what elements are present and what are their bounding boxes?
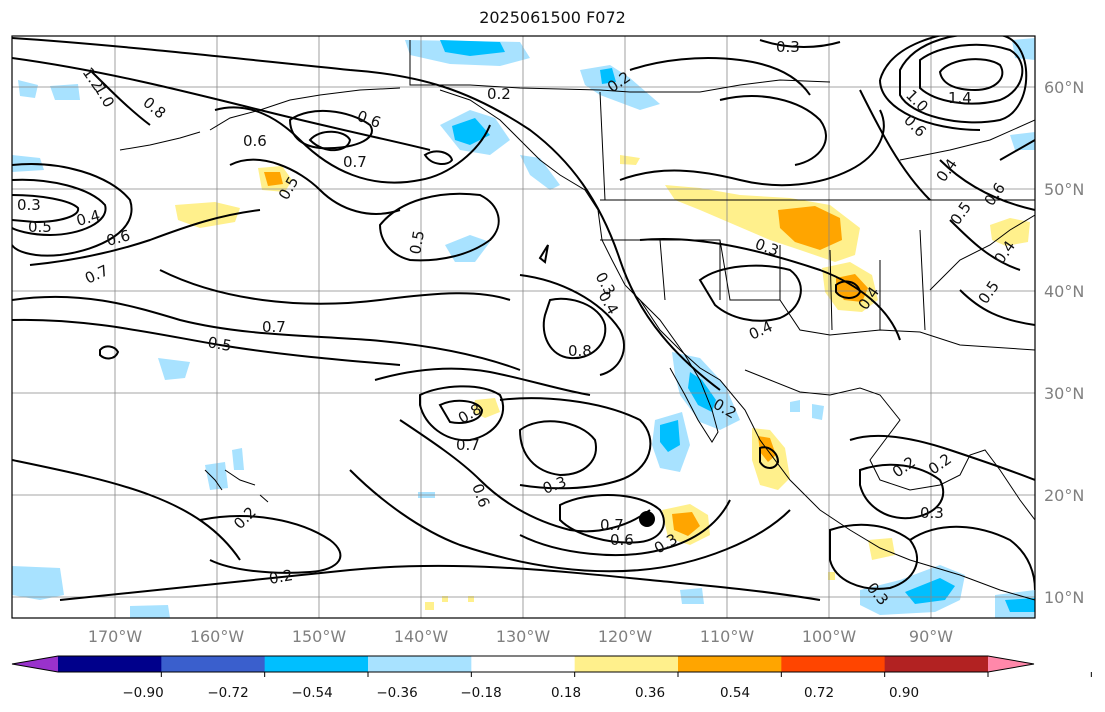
colorbar-tick-label: −0.90 <box>122 685 163 701</box>
x-tick-label: 100°W <box>802 627 857 646</box>
x-tick-label: 160°W <box>190 627 245 646</box>
contour-label: 0.6 <box>104 226 132 250</box>
anomaly-shading <box>12 38 1035 618</box>
colorbar-segment <box>884 656 989 672</box>
colorbar-segment <box>678 656 782 672</box>
colorbar-tick-label: 0.72 <box>804 685 834 701</box>
contour-label: 0.8 <box>568 342 592 360</box>
contour-label: 0.4 <box>74 206 102 230</box>
contour-label: 0.5 <box>206 333 233 355</box>
colorbar-extend-min <box>12 656 58 672</box>
contour-label: 0.3 <box>920 504 944 522</box>
colorbar-extend-max <box>988 656 1034 672</box>
contour-label: 0.5 <box>28 218 52 236</box>
map-title: 2025061500 F072 <box>479 8 626 27</box>
y-tick-label: 50°N <box>1044 180 1084 199</box>
marker-dot <box>639 511 655 527</box>
colorbar-segment <box>161 656 266 672</box>
x-tick-label: 90°W <box>909 627 953 646</box>
contour-label: 1.4 <box>948 89 972 107</box>
colorbar-tick-label: 0.36 <box>635 685 665 701</box>
colorbar-segment <box>574 656 679 672</box>
colorbar: −0.90 −0.72 −0.54 −0.36 −0.18 0.18 0.36 … <box>11 655 1092 701</box>
y-tick-label: 60°N <box>1044 78 1084 97</box>
colorbar-segment <box>58 656 162 672</box>
colorbar-tick-label: −0.72 <box>207 685 248 701</box>
x-tick-label: 150°W <box>292 627 347 646</box>
contour-label: 0.7 <box>343 153 367 171</box>
x-tick-label: 110°W <box>700 627 755 646</box>
y-tick-label: 30°N <box>1044 384 1084 403</box>
contour-label: 0.3 <box>17 196 41 214</box>
colorbar-tick-label: −0.36 <box>376 685 417 701</box>
colorbar-tick-label: −0.54 <box>291 685 332 701</box>
colorbar-ticks <box>160 672 1092 677</box>
colorbar-segment <box>471 656 576 672</box>
gridlines <box>12 36 1035 618</box>
x-tick-label: 130°W <box>496 627 551 646</box>
colorbar-segments <box>12 656 1034 672</box>
contour-label: 0.7 <box>456 436 480 454</box>
x-tick-label: 140°W <box>394 627 449 646</box>
contour-label: 0.5 <box>406 229 428 256</box>
x-tick-label: 120°W <box>598 627 653 646</box>
colorbar-segment <box>781 656 886 672</box>
x-tick-label: 170°W <box>88 627 143 646</box>
contour-lines <box>12 36 1035 601</box>
colorbar-segment <box>264 656 369 672</box>
colorbar-tick-label: 0.90 <box>889 685 919 701</box>
y-axis-labels: 60°N 50°N 40°N 30°N 20°N 10°N <box>1044 78 1084 607</box>
contour-label: 0.7 <box>262 318 286 336</box>
colorbar-tick-label: 0.54 <box>720 685 750 701</box>
colorbar-segment <box>368 656 472 672</box>
colorbar-tick-label: −0.18 <box>460 685 501 701</box>
y-tick-label: 20°N <box>1044 486 1084 505</box>
colorbar-tick-label: 0.18 <box>551 685 581 701</box>
y-tick-label: 40°N <box>1044 282 1084 301</box>
contour-label: 0.2 <box>487 85 511 103</box>
map-panel <box>12 36 1035 618</box>
contour-label: 0.6 <box>610 531 634 549</box>
colorbar-outline <box>11 655 1035 673</box>
x-axis-labels: 170°W 160°W 150°W 140°W 130°W 120°W 110°… <box>88 627 953 646</box>
map-frame <box>11 35 1036 619</box>
contour-label: 0.2 <box>268 566 295 588</box>
contour-label: 0.3 <box>776 38 800 56</box>
y-tick-label: 10°N <box>1044 588 1084 607</box>
contour-label: 0.6 <box>243 132 267 150</box>
contour-label: 0.7 <box>600 516 624 534</box>
